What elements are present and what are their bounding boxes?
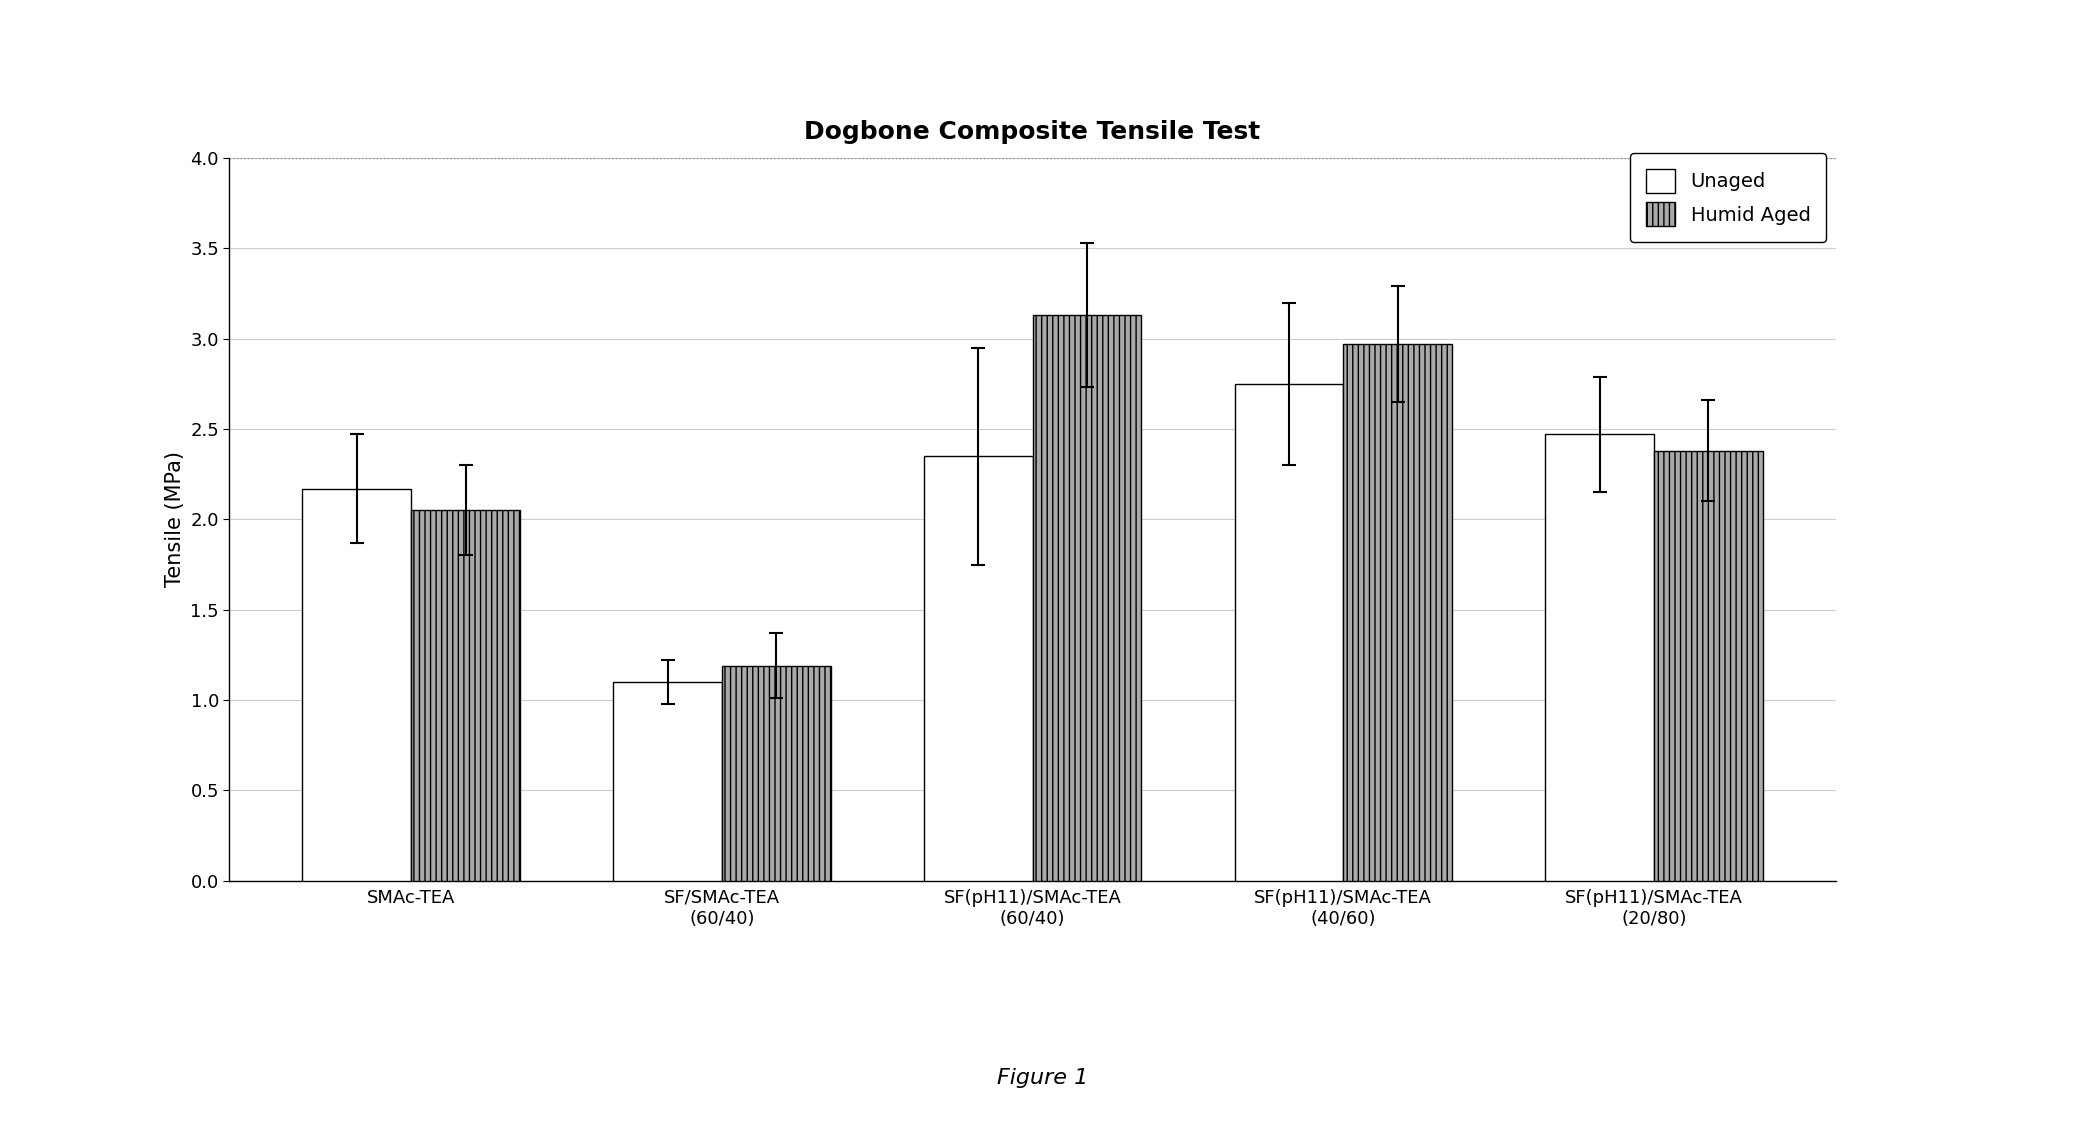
- Y-axis label: Tensile (MPa): Tensile (MPa): [165, 452, 186, 587]
- Bar: [613, 682, 722, 881]
- Bar: [1235, 384, 1343, 881]
- Bar: [924, 456, 1033, 881]
- Title: Dogbone Composite Tensile Test: Dogbone Composite Tensile Test: [805, 120, 1260, 143]
- Bar: [722, 666, 830, 881]
- Legend: Unaged, Humid Aged: Unaged, Humid Aged: [1631, 154, 1825, 242]
- Bar: [1546, 435, 1654, 881]
- Bar: [411, 510, 519, 881]
- Bar: [1033, 315, 1141, 881]
- Bar: [1343, 344, 1452, 881]
- Text: Figure 1: Figure 1: [997, 1068, 1089, 1088]
- Bar: [302, 489, 411, 881]
- Bar: [1654, 450, 1763, 881]
